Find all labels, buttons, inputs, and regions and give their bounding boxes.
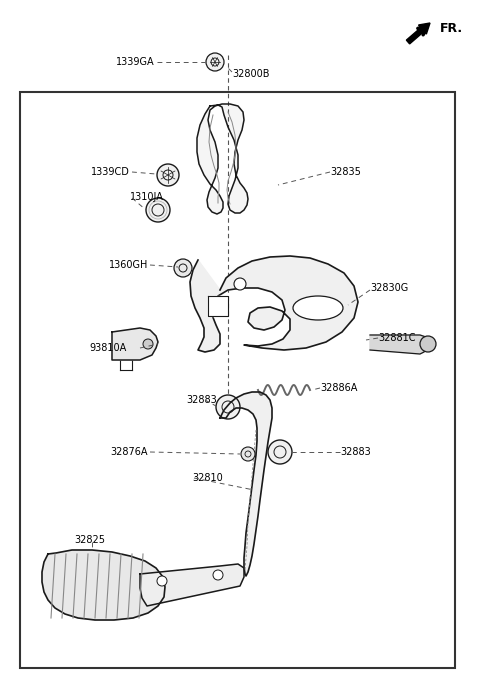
Circle shape	[234, 278, 246, 290]
Polygon shape	[112, 328, 158, 360]
Text: 32800B: 32800B	[232, 69, 269, 79]
Text: 32835: 32835	[330, 167, 361, 177]
Circle shape	[420, 336, 436, 352]
Polygon shape	[197, 104, 248, 214]
Text: FR.: FR.	[440, 21, 463, 34]
Circle shape	[174, 259, 192, 277]
Circle shape	[268, 440, 292, 464]
Circle shape	[143, 339, 153, 349]
Polygon shape	[190, 256, 358, 352]
Text: 32830G: 32830G	[370, 283, 408, 293]
Text: 1310JA: 1310JA	[130, 192, 164, 202]
Text: 93810A: 93810A	[89, 343, 127, 353]
Polygon shape	[140, 564, 244, 606]
Circle shape	[216, 395, 240, 419]
Text: 32881C: 32881C	[378, 333, 416, 343]
Text: 32883: 32883	[340, 447, 371, 457]
Text: 32810: 32810	[192, 473, 223, 483]
Circle shape	[213, 570, 223, 580]
Text: 1339GA: 1339GA	[116, 57, 155, 67]
Circle shape	[157, 576, 167, 586]
Circle shape	[241, 447, 255, 461]
Circle shape	[146, 198, 170, 222]
Polygon shape	[370, 335, 430, 354]
Text: 32876A: 32876A	[110, 447, 148, 457]
Text: 1360GH: 1360GH	[108, 260, 148, 270]
Polygon shape	[208, 296, 228, 316]
Text: 32886A: 32886A	[320, 383, 358, 393]
Text: 1339CD: 1339CD	[91, 167, 130, 177]
Circle shape	[206, 53, 224, 71]
Bar	[20, 92, 455, 668]
Circle shape	[157, 164, 179, 186]
Text: 32825: 32825	[74, 535, 106, 545]
Polygon shape	[42, 550, 165, 620]
Polygon shape	[220, 392, 272, 576]
Text: 32883: 32883	[187, 395, 217, 405]
FancyArrow shape	[407, 23, 430, 44]
Ellipse shape	[293, 296, 343, 320]
